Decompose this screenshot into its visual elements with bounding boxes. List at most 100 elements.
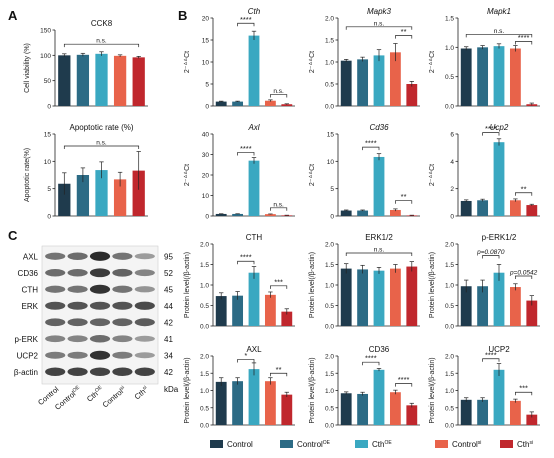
significance-label: n.s. — [96, 38, 107, 45]
significance-bracket — [465, 34, 533, 38]
bar-2 — [76, 175, 90, 216]
y-tick-label: 1.0 — [445, 45, 454, 52]
significance-label: *** — [274, 277, 283, 286]
chart-title: Cd36 — [369, 123, 389, 132]
blot-band — [89, 268, 111, 278]
significance-bracket — [362, 146, 380, 151]
chart-title: UCP2 — [488, 345, 510, 354]
bar-5 — [281, 394, 293, 425]
y-tick-label: 100 — [40, 53, 51, 60]
y-tick-label: 10 — [202, 193, 210, 200]
blot-kda-label: 44 — [164, 302, 173, 311]
y-tick-label: 0.0 — [325, 104, 334, 111]
blot-band — [112, 252, 133, 260]
y-tick-label: 1.5 — [200, 371, 209, 378]
y-axis-label: 2⁻ᐞᐞCt — [428, 51, 436, 73]
y-tick-label: 0.0 — [445, 423, 454, 430]
y-tick-label: 2 — [450, 186, 454, 193]
bar-4 — [509, 287, 521, 326]
legend-label: Control — [227, 440, 253, 449]
significance-label: p=0.0542 — [509, 269, 538, 276]
y-tick-label: 40 — [202, 132, 210, 139]
significance-bracket — [395, 35, 413, 39]
significance-bracket — [515, 275, 533, 279]
y-tick-label: 0.5 — [445, 303, 454, 310]
blot-row-label: CTH — [22, 285, 39, 294]
chart-cd36: CD36 0.0 0.5 1.0 1.5 2.0 Protein level(/β-acti… — [309, 345, 420, 430]
bar-2 — [232, 213, 244, 216]
legend-label: Cthsi — [517, 440, 533, 449]
blot-band — [134, 301, 155, 310]
y-tick-label: 15 — [327, 132, 335, 139]
bar-4 — [113, 55, 127, 106]
blot-band — [134, 335, 155, 342]
y-tick-label: 50 — [44, 78, 52, 85]
blot-band — [67, 285, 88, 293]
blot-kda-label: 34 — [164, 351, 173, 360]
y-tick-label: 2.0 — [200, 354, 209, 361]
y-tick-label: 0.5 — [325, 82, 334, 89]
bar-1 — [58, 183, 71, 216]
blot-band — [67, 351, 88, 359]
significance-label: **** — [485, 124, 497, 133]
y-tick-label: 1.0 — [325, 388, 334, 395]
bar-5 — [132, 57, 145, 106]
y-tick-label: 0 — [205, 214, 209, 221]
bar-2 — [477, 47, 489, 106]
significance-bracket — [482, 132, 500, 136]
legend-swatch — [435, 440, 448, 448]
bar-3 — [248, 35, 260, 106]
y-tick-label: 20 — [202, 16, 210, 23]
y-axis-label: 2⁻ᐞᐞCt — [308, 164, 316, 186]
bar-3 — [373, 55, 385, 106]
significance-bracket — [63, 145, 140, 150]
chart-title: Apoptotic rate (%) — [69, 123, 133, 132]
significance-bracket — [270, 207, 288, 211]
y-tick-label: 10 — [202, 60, 210, 67]
y-tick-label: 0 — [47, 214, 51, 221]
legend: Control ControlOE CthOE Controlsi Cthsi — [210, 440, 533, 449]
blot-band — [134, 367, 155, 377]
bar-2 — [357, 269, 369, 326]
chart-title: Mapk3 — [367, 7, 392, 16]
chart-title: CCK8 — [91, 19, 113, 28]
blot-lane-label: Controlsi — [101, 385, 128, 410]
significance-bracket — [237, 152, 255, 156]
significance-bracket — [237, 22, 255, 27]
blot-band — [89, 335, 111, 343]
chart-ucp2: UCP2 0.0 0.5 1.0 1.5 2.0 Protein level(/β-acti… — [429, 345, 540, 430]
bar-4 — [264, 381, 276, 425]
bar-1 — [460, 286, 472, 326]
bar-4 — [264, 294, 276, 326]
y-tick-label: 15 — [202, 38, 210, 45]
bar-4 — [389, 209, 401, 216]
legend-label: Controlsi — [452, 440, 481, 449]
y-tick-label: 0 — [450, 214, 454, 221]
bar-3 — [493, 46, 505, 106]
y-axis-label: Protein level(/β-actin) — [184, 252, 191, 318]
bar-5 — [281, 215, 293, 216]
legend-swatch — [210, 440, 223, 448]
y-tick-label: 0 — [47, 104, 51, 111]
y-tick-label: 5 — [47, 186, 51, 193]
blot-band — [45, 252, 66, 260]
chart-axl: AXL 0.0 0.5 1.0 1.5 2.0 Protein level(/β-actin… — [184, 345, 295, 430]
bar-2 — [357, 210, 369, 216]
western-blot: AXL 95 CD36 52 CTH 45 ERK 44 42 p-ERK 41 UCP2 34 β-ac… — [14, 245, 179, 412]
bar-3 — [248, 160, 260, 216]
significance-label: **** — [240, 144, 252, 153]
bar-2 — [477, 200, 489, 216]
y-tick-label: 1.5 — [445, 262, 454, 269]
blot-kda-label: 52 — [164, 269, 173, 278]
blot-band — [134, 253, 155, 260]
y-axis-label: 2⁻ᐞᐞCt — [183, 164, 191, 186]
blot-band — [89, 301, 111, 310]
chart-title: Cth — [248, 7, 261, 16]
blot-band — [45, 367, 66, 377]
bar-4 — [509, 200, 521, 216]
bar-1 — [340, 268, 352, 326]
significance-label: n.s. — [273, 88, 284, 95]
blot-kda-label: 45 — [164, 285, 173, 294]
